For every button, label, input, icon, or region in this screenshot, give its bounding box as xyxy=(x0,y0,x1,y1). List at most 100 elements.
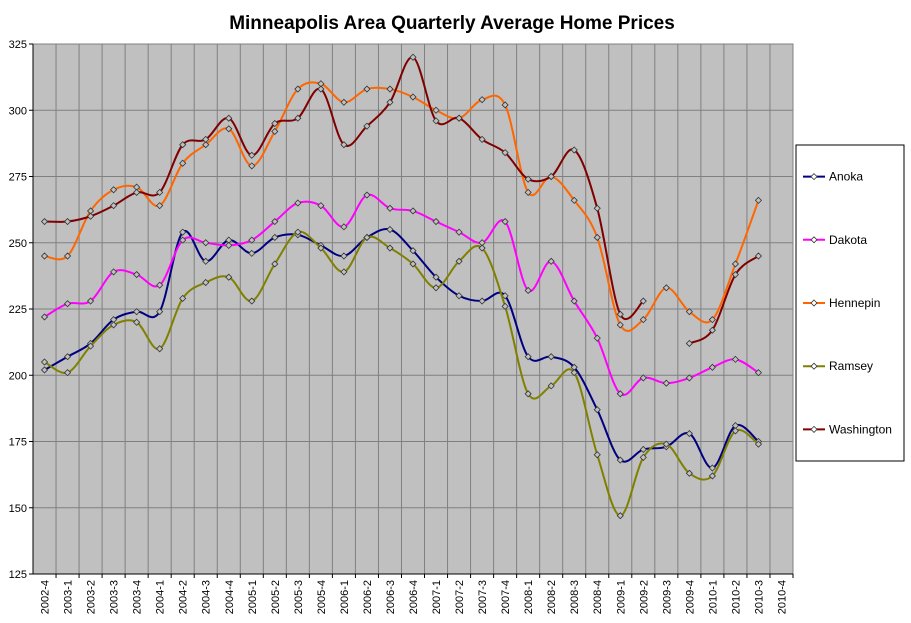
point-marker xyxy=(179,141,187,149)
point-marker xyxy=(593,204,601,212)
point-marker xyxy=(570,297,578,305)
point-marker xyxy=(616,390,624,398)
point-marker xyxy=(685,339,693,348)
point-marker xyxy=(271,217,279,226)
point-marker xyxy=(570,146,578,154)
point-marker xyxy=(501,292,509,300)
x-tick-label: 2010-4 xyxy=(776,580,788,614)
point-marker xyxy=(409,93,417,101)
point-marker xyxy=(202,278,210,287)
legend-label: Washington xyxy=(829,422,892,436)
x-tick-label: 2010-3 xyxy=(753,580,765,614)
point-marker xyxy=(248,151,256,159)
point-marker xyxy=(248,236,256,244)
x-tick-label: 2010-1 xyxy=(707,580,719,614)
x-tick-label: 2003-4 xyxy=(132,580,144,614)
point-marker xyxy=(179,159,187,167)
x-tick-label: 2006-1 xyxy=(339,580,351,614)
point-marker xyxy=(225,273,233,281)
point-marker xyxy=(685,469,693,477)
point-marker xyxy=(685,308,693,316)
point-marker xyxy=(593,451,601,459)
point-marker xyxy=(685,429,693,438)
point-marker xyxy=(156,202,164,210)
point-marker xyxy=(685,374,693,382)
x-tick-label: 2005-2 xyxy=(270,580,282,614)
point-marker xyxy=(639,297,647,305)
x-tick-label: 2004-3 xyxy=(201,580,213,614)
point-marker xyxy=(547,257,555,265)
legend-label: Hennepin xyxy=(829,296,880,310)
point-marker xyxy=(639,316,647,324)
point-marker xyxy=(179,228,187,236)
point-marker xyxy=(133,270,141,279)
point-marker xyxy=(547,172,555,181)
x-tick-label: 2008-4 xyxy=(592,580,604,614)
y-tick-label: 150 xyxy=(9,503,27,515)
x-tick-label: 2008-1 xyxy=(523,580,535,614)
x-tick-label: 2006-3 xyxy=(385,580,397,614)
point-marker xyxy=(662,379,670,387)
point-marker xyxy=(40,252,49,260)
point-marker xyxy=(225,125,233,133)
point-marker xyxy=(179,294,187,302)
point-marker xyxy=(662,284,670,292)
point-marker xyxy=(593,406,601,414)
point-marker xyxy=(708,363,716,371)
x-tick-label: 2003-3 xyxy=(109,580,121,614)
x-tick-label: 2009-4 xyxy=(684,580,696,614)
point-marker xyxy=(524,175,532,183)
point-marker xyxy=(202,257,210,265)
point-marker xyxy=(455,292,463,300)
point-marker xyxy=(340,268,348,276)
y-tick-label: 125 xyxy=(9,569,27,581)
point-marker xyxy=(294,228,302,236)
point-marker xyxy=(386,225,394,234)
point-marker xyxy=(409,53,417,61)
point-marker xyxy=(133,188,141,196)
point-marker xyxy=(455,257,463,265)
point-marker xyxy=(501,217,509,226)
chart-title: Minneapolis Area Quarterly Average Home … xyxy=(229,13,675,34)
point-marker xyxy=(110,268,118,276)
point-marker xyxy=(455,114,463,122)
point-marker xyxy=(156,281,164,289)
y-tick-label: 275 xyxy=(9,172,27,184)
point-marker xyxy=(63,217,72,226)
x-tick-label: 2008-2 xyxy=(546,580,558,614)
point-marker xyxy=(501,101,509,109)
x-tick-label: 2009-3 xyxy=(661,580,673,614)
point-marker xyxy=(616,310,624,318)
x-tick-label: 2007-1 xyxy=(431,580,443,614)
point-marker xyxy=(501,302,509,310)
point-marker xyxy=(616,456,624,464)
point-marker xyxy=(708,326,716,334)
point-marker xyxy=(63,353,72,361)
point-marker xyxy=(294,114,302,122)
x-tick-label: 2010-2 xyxy=(730,580,742,614)
point-marker xyxy=(248,297,256,305)
point-marker xyxy=(478,96,486,104)
point-marker xyxy=(731,270,739,279)
x-tick-label: 2007-4 xyxy=(500,580,512,614)
point-marker xyxy=(501,149,509,157)
legend-marker xyxy=(810,173,818,181)
point-marker xyxy=(386,98,394,106)
point-marker xyxy=(616,512,624,520)
point-marker xyxy=(593,233,601,242)
point-marker xyxy=(87,212,95,220)
x-tick-label: 2007-2 xyxy=(454,580,466,614)
point-marker xyxy=(156,308,164,316)
legend-label: Anoka xyxy=(829,170,863,184)
point-marker xyxy=(40,313,49,321)
point-marker xyxy=(63,300,72,308)
point-marker xyxy=(340,98,348,106)
point-marker xyxy=(708,464,716,472)
point-marker xyxy=(731,260,739,268)
point-marker xyxy=(570,196,578,204)
x-tick-label: 2006-4 xyxy=(408,580,420,614)
point-marker xyxy=(87,342,95,350)
point-marker xyxy=(524,188,532,196)
point-marker xyxy=(386,244,394,252)
